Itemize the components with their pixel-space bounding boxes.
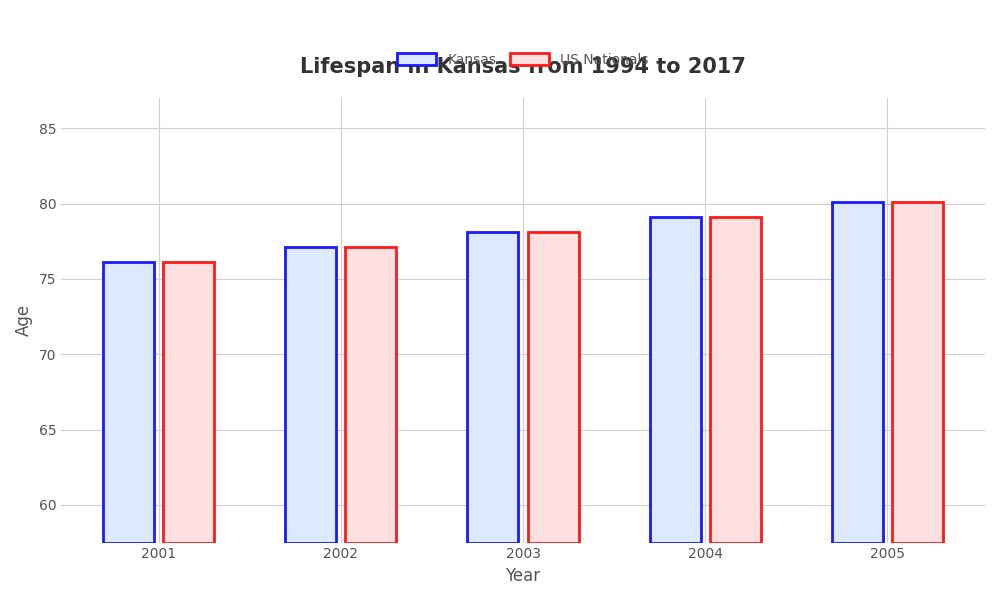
Title: Lifespan in Kansas from 1994 to 2017: Lifespan in Kansas from 1994 to 2017 xyxy=(300,57,746,77)
Bar xyxy=(467,232,518,542)
Bar xyxy=(832,202,883,542)
Bar xyxy=(103,262,154,542)
Bar xyxy=(650,217,701,542)
Bar xyxy=(528,232,579,542)
Bar xyxy=(892,202,943,542)
Bar xyxy=(285,247,336,542)
Y-axis label: Age: Age xyxy=(15,304,33,337)
Bar xyxy=(345,247,396,542)
Legend: Kansas, US Nationals: Kansas, US Nationals xyxy=(392,47,654,73)
Bar xyxy=(163,262,214,542)
Bar xyxy=(710,217,761,542)
X-axis label: Year: Year xyxy=(505,567,541,585)
